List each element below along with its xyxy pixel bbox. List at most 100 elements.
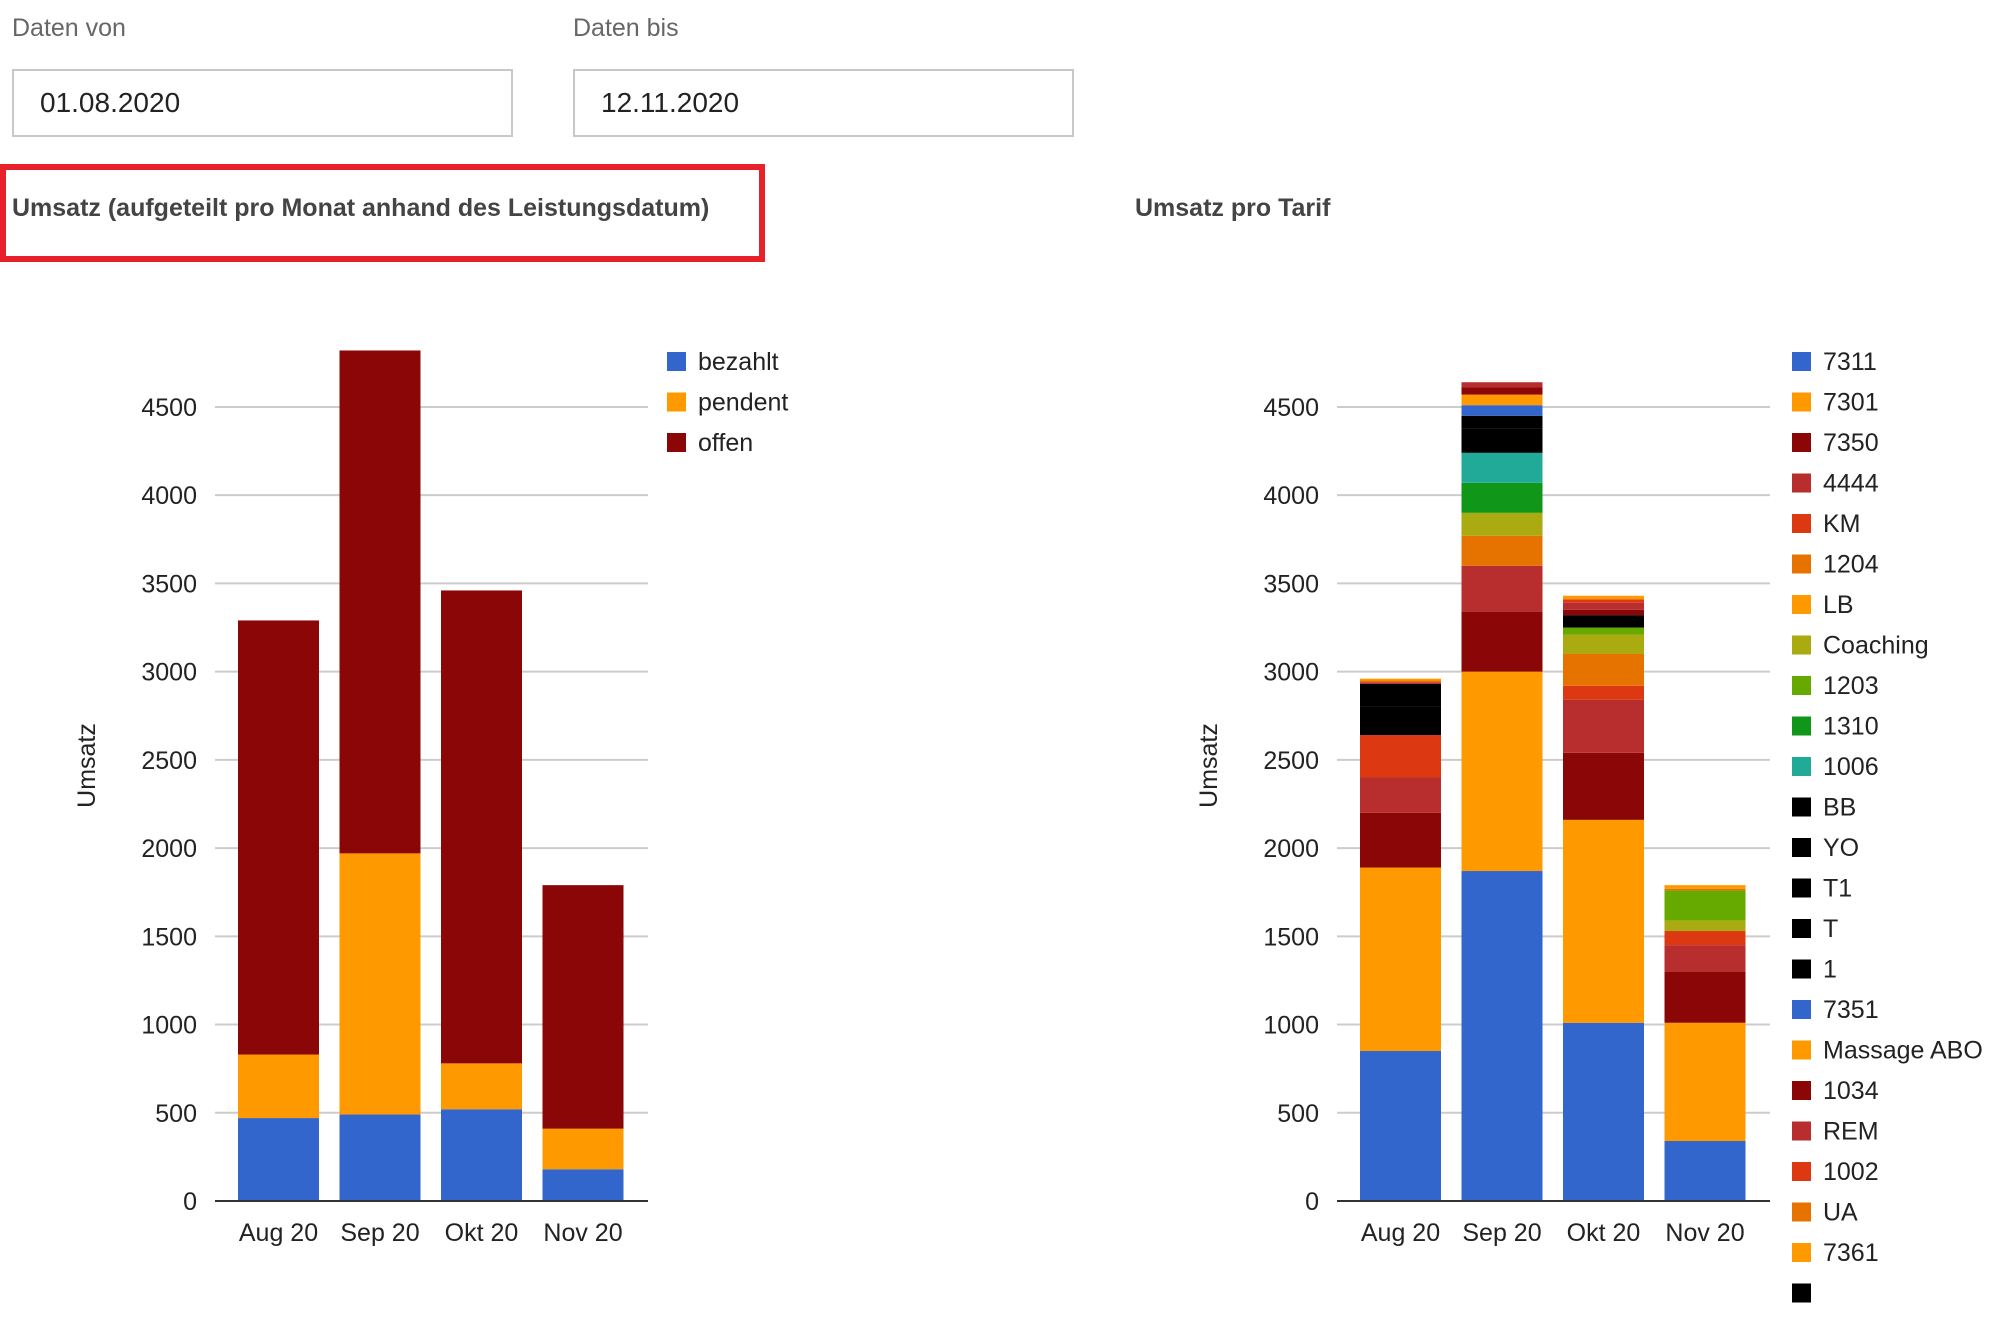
bar-segment	[238, 1118, 319, 1201]
legend-label: 4444	[1823, 470, 1879, 498]
bar-segment	[1360, 678, 1441, 681]
date-to-input[interactable]: 12.11.2020	[573, 69, 1074, 137]
bar-segment	[1664, 888, 1746, 891]
bar-segment	[1664, 920, 1746, 932]
legend-swatch	[1792, 797, 1811, 817]
bar-segment	[339, 1114, 421, 1201]
legend-swatch	[1792, 919, 1811, 938]
chart-title-tarif: Umsatz pro Tarif	[1135, 194, 1331, 222]
legend-swatch	[667, 433, 686, 452]
legend-swatch	[1792, 352, 1811, 371]
x-tick-label: Aug 20	[239, 1219, 318, 1247]
bar-segment	[238, 620, 319, 1055]
legend-swatch	[667, 352, 686, 371]
bar-segment	[441, 1063, 522, 1110]
chart-umsatz-tarif: 0 500 1000 1500 2000 2500 3000 3500 4000 4500 Umsa…	[1195, 348, 1983, 1303]
y-tick-label: 3500	[1263, 570, 1319, 598]
legend-label: 7351	[1823, 996, 1879, 1024]
bar-segment	[1461, 535, 1543, 566]
y-tick-label: 1000	[1263, 1012, 1319, 1040]
bar-segment	[1360, 680, 1441, 683]
legend-label: 1310	[1823, 713, 1879, 741]
legend-swatch	[1792, 1202, 1811, 1222]
x-tick-label: Sep 20	[340, 1219, 419, 1247]
bar-segment	[1360, 735, 1441, 778]
legend-label: 7311	[1823, 348, 1877, 376]
y-tick-label: 0	[183, 1188, 197, 1216]
y-tick-label: 3000	[141, 659, 197, 687]
y-tick-label: 0	[1305, 1188, 1319, 1216]
bar-segment	[1563, 1022, 1644, 1201]
chart-title-umsatz: Umsatz (aufgeteilt pro Monat anhand des …	[12, 194, 710, 222]
legend-label: 7361	[1823, 1239, 1879, 1267]
bar-segment	[1563, 615, 1644, 628]
legend-swatch	[1792, 392, 1811, 412]
legend-swatch	[1792, 1121, 1811, 1141]
bar-segment	[1563, 602, 1644, 610]
legend-swatch	[1792, 838, 1811, 857]
bar-segment	[1664, 971, 1746, 1023]
legend-swatch	[1792, 716, 1811, 736]
bar-segment	[1360, 812, 1441, 868]
legend-swatch	[1792, 1000, 1811, 1019]
y-tick-label: 500	[155, 1100, 197, 1128]
date-from-label: Daten von	[12, 14, 126, 42]
legend-swatch	[1792, 1243, 1811, 1262]
legend-swatch	[1792, 1162, 1811, 1181]
bar-segment	[1360, 683, 1441, 707]
legend-label: 1006	[1823, 753, 1879, 781]
bar-segment	[1563, 634, 1644, 654]
y-tick-label: 1500	[141, 923, 197, 951]
date-from-input[interactable]: 01.08.2020	[12, 69, 513, 137]
legend-swatch	[1792, 1283, 1811, 1303]
legend-label: Coaching	[1823, 632, 1929, 660]
bar-segment	[1461, 387, 1543, 395]
bar-segment	[1360, 706, 1441, 736]
x-tick-label: Sep 20	[1462, 1219, 1541, 1247]
bar-segment	[1461, 671, 1543, 872]
bar-segment	[542, 1128, 624, 1170]
y-tick-label: 3500	[141, 570, 197, 598]
bar-segment	[1360, 777, 1441, 813]
legend-label: bezahlt	[698, 348, 779, 376]
legend-label: pendent	[698, 389, 788, 417]
x-tick-label: Okt 20	[445, 1219, 519, 1247]
bar-segment	[1664, 1141, 1746, 1201]
bar-segment	[1563, 752, 1644, 820]
bar-segment	[1461, 565, 1543, 612]
chart-umsatz-status: 0 500 1000 1500 2000 2500 3000 3500 4000 4500 Umsa…	[73, 348, 788, 1247]
y-axis-title: Umsatz	[1195, 723, 1223, 808]
highlight-frame	[0, 164, 765, 262]
bar-segment	[339, 853, 421, 1115]
y-tick-label: 2500	[141, 747, 197, 775]
bar-segment	[1664, 1022, 1746, 1142]
legend-swatch	[1792, 433, 1811, 452]
bar-segment	[1563, 627, 1644, 635]
y-tick-label: 4500	[141, 394, 197, 422]
bar-segment	[1461, 452, 1543, 483]
x-tick-label: Nov 20	[1665, 1219, 1744, 1247]
bar-segment	[1461, 415, 1543, 429]
y-tick-label: 4500	[1263, 394, 1319, 422]
bar-segment	[1664, 931, 1746, 946]
legend-label: 7350	[1823, 429, 1879, 457]
x-tick-label: Aug 20	[1361, 1219, 1440, 1247]
bar-segment	[1563, 653, 1644, 686]
y-tick-label: 2000	[1263, 835, 1319, 863]
bar-segment	[542, 1169, 624, 1201]
y-axis-title: Umsatz	[73, 723, 101, 808]
bar-segment	[1461, 428, 1543, 453]
bar-segment	[1563, 609, 1644, 616]
y-tick-label: 1000	[141, 1012, 197, 1040]
bar-segment	[1360, 867, 1441, 1052]
legend-swatch	[1792, 554, 1811, 574]
legend-swatch	[1792, 676, 1811, 695]
y-tick-label: 1500	[1263, 923, 1319, 951]
y-tick-label: 4000	[1263, 482, 1319, 510]
bar-segment	[1664, 885, 1746, 889]
bar-segment	[1563, 595, 1644, 600]
legend-label: 1	[1823, 956, 1837, 984]
legend-label: T1	[1823, 875, 1852, 903]
bar-segment	[1563, 699, 1644, 753]
bar-segment	[1360, 1051, 1441, 1201]
